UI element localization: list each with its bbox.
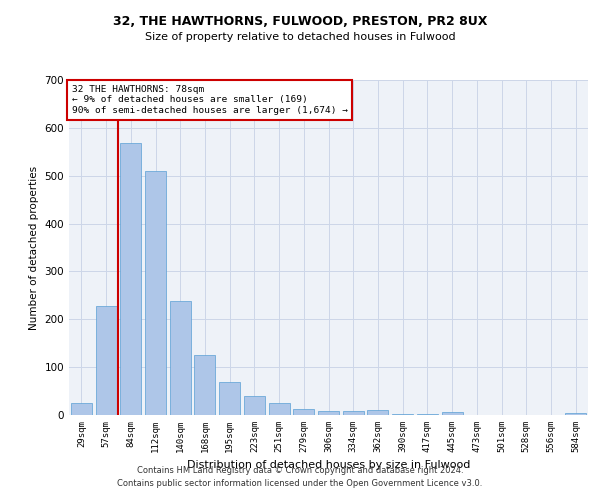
Bar	[194, 355, 215, 415]
Bar	[244, 396, 265, 415]
Bar	[417, 414, 438, 415]
Bar	[145, 171, 166, 415]
Bar	[71, 403, 92, 415]
Text: 32, THE HAWTHORNS, FULWOOD, PRESTON, PR2 8UX: 32, THE HAWTHORNS, FULWOOD, PRESTON, PR2…	[113, 15, 487, 28]
X-axis label: Distribution of detached houses by size in Fulwood: Distribution of detached houses by size …	[187, 460, 470, 470]
Bar	[442, 412, 463, 415]
Bar	[367, 410, 388, 415]
Bar	[170, 301, 191, 415]
Bar	[219, 382, 240, 415]
Bar	[120, 143, 141, 415]
Text: Contains HM Land Registry data © Crown copyright and database right 2024.
Contai: Contains HM Land Registry data © Crown c…	[118, 466, 482, 487]
Bar	[318, 411, 339, 415]
Bar	[95, 306, 116, 415]
Bar	[343, 411, 364, 415]
Bar	[293, 409, 314, 415]
Bar	[392, 414, 413, 415]
Text: 32 THE HAWTHORNS: 78sqm
← 9% of detached houses are smaller (169)
90% of semi-de: 32 THE HAWTHORNS: 78sqm ← 9% of detached…	[71, 85, 347, 115]
Bar	[565, 413, 586, 415]
Y-axis label: Number of detached properties: Number of detached properties	[29, 166, 39, 330]
Bar	[269, 403, 290, 415]
Text: Size of property relative to detached houses in Fulwood: Size of property relative to detached ho…	[145, 32, 455, 42]
